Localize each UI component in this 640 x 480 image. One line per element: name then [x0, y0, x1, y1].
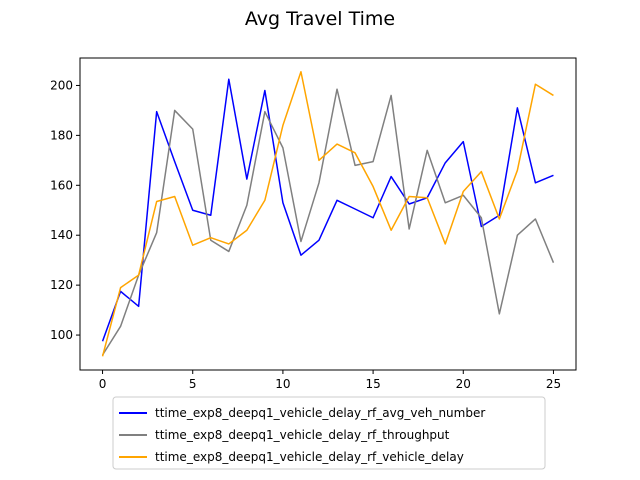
series-line-1 [101, 78, 554, 342]
legend: ttime_exp8_deepq1_vehicle_delay_rf_avg_v… [112, 396, 546, 470]
y-tick-label: 120 [50, 278, 73, 292]
x-tick-label: 0 [99, 377, 107, 391]
series-layer [101, 70, 555, 357]
plot-frame [79, 57, 577, 371]
series-line-3 [101, 70, 554, 357]
y-tick-label: 160 [50, 178, 73, 192]
x-tick-label: 15 [365, 377, 380, 391]
x-tick-label: 20 [456, 377, 471, 391]
y-axis: 100 120 140 160 180 200 [50, 78, 80, 342]
series-line-2 [101, 88, 555, 356]
y-tick-label: 200 [50, 78, 73, 92]
x-tick-label: 5 [189, 377, 197, 391]
x-tick-label: 25 [546, 377, 561, 391]
legend-box [112, 396, 546, 470]
y-tick-label: 100 [50, 328, 73, 342]
y-tick-label: 140 [50, 228, 73, 242]
y-tick-label: 180 [50, 128, 73, 142]
x-axis: 0 5 10 15 20 25 [99, 370, 561, 391]
chart-title: Avg Travel Time [245, 8, 395, 30]
x-tick-label: 10 [275, 377, 290, 391]
legend-label-3: ttime_exp8_deepq1_vehicle_delay_rf_vehic… [155, 450, 464, 464]
legend-label-2: ttime_exp8_deepq1_vehicle_delay_rf_throu… [155, 428, 450, 442]
legend-label-1: ttime_exp8_deepq1_vehicle_delay_rf_avg_v… [155, 406, 485, 420]
